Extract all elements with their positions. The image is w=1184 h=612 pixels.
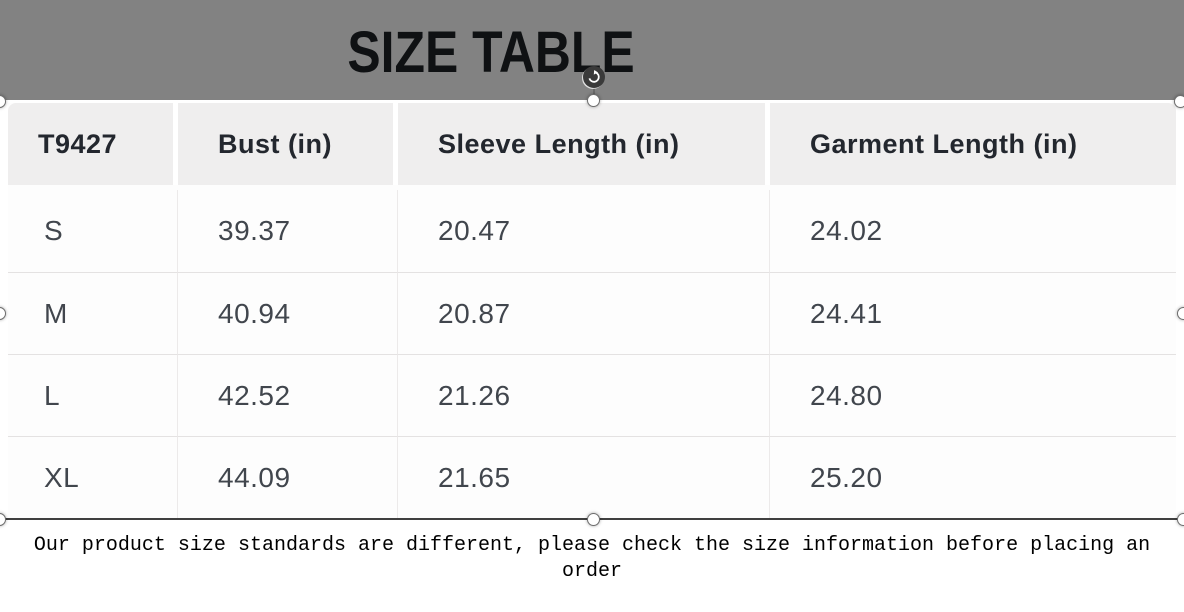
resize-handle-bottom-left[interactable] <box>0 513 6 526</box>
cell-sleeve: 20.87 <box>398 272 770 354</box>
cell-sleeve: 20.47 <box>398 190 770 272</box>
cell-bust: 44.09 <box>178 436 398 518</box>
column-header-bust: Bust (in) <box>178 103 398 185</box>
resize-handle-bottom-center[interactable] <box>587 513 600 526</box>
cell-bust: 42.52 <box>178 354 398 436</box>
cell-bust: 39.37 <box>178 190 398 272</box>
cell-size: XL <box>8 436 178 518</box>
cell-size: M <box>8 272 178 354</box>
cell-sleeve: 21.26 <box>398 354 770 436</box>
column-header-garment-length: Garment Length (in) <box>770 103 1176 185</box>
cell-garment: 24.02 <box>770 190 1176 272</box>
resize-handle-top-right[interactable] <box>1174 95 1184 108</box>
rotate-handle-icon[interactable] <box>583 66 605 88</box>
column-header-style-code: T9427 <box>8 103 178 185</box>
page-title-wrap: SIZE TABLE <box>0 24 982 82</box>
size-table: T9427 Bust (in) Sleeve Length (in) Garme… <box>8 103 1176 518</box>
resize-handle-top-center[interactable] <box>587 94 600 107</box>
resize-handle-bottom-right[interactable] <box>1177 513 1184 526</box>
rotate-handle-stem <box>593 87 595 97</box>
cell-size: S <box>8 190 178 272</box>
cell-bust: 40.94 <box>178 272 398 354</box>
cell-size: L <box>8 354 178 436</box>
rotate-arrow-icon <box>588 70 600 83</box>
column-header-sleeve-length: Sleeve Length (in) <box>398 103 770 185</box>
cell-garment: 25.20 <box>770 436 1176 518</box>
resize-handle-middle-left[interactable] <box>0 307 6 320</box>
cell-garment: 24.41 <box>770 272 1176 354</box>
resize-handle-middle-right[interactable] <box>1177 307 1184 320</box>
cell-sleeve: 21.65 <box>398 436 770 518</box>
note-text: Our product size standards are different… <box>33 534 1151 583</box>
cell-garment: 24.80 <box>770 354 1176 436</box>
